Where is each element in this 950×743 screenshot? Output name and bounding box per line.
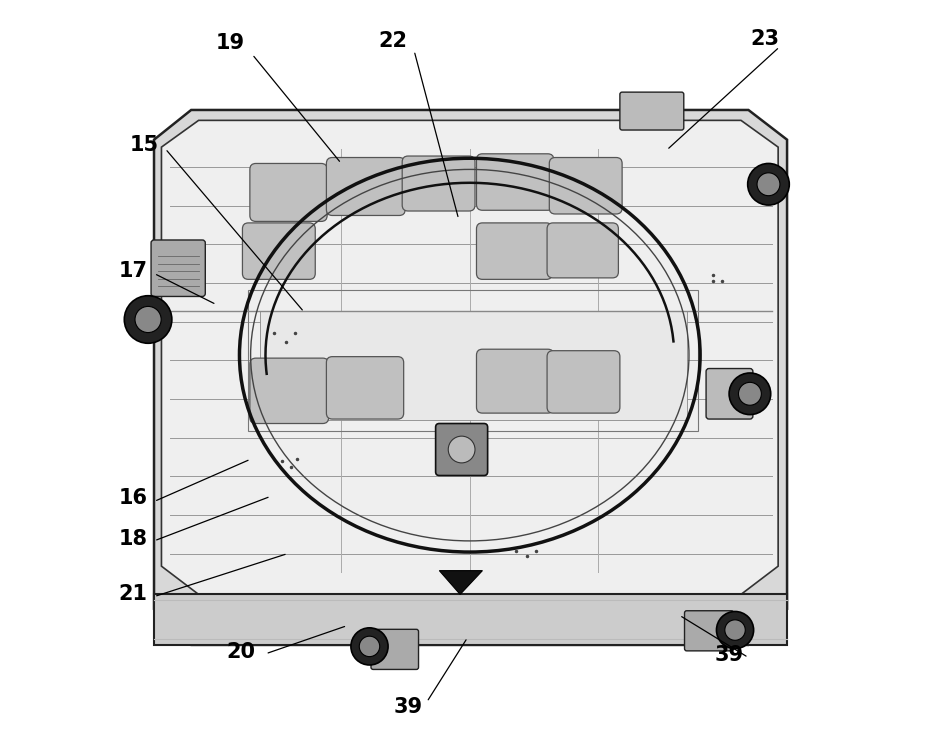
Text: 39: 39 (714, 646, 744, 665)
Circle shape (757, 173, 780, 195)
FancyBboxPatch shape (685, 611, 733, 651)
Circle shape (351, 628, 388, 665)
FancyBboxPatch shape (620, 92, 684, 130)
FancyBboxPatch shape (436, 424, 487, 476)
FancyBboxPatch shape (402, 156, 475, 211)
Polygon shape (439, 571, 483, 594)
FancyBboxPatch shape (151, 240, 205, 296)
FancyBboxPatch shape (477, 349, 554, 413)
FancyBboxPatch shape (549, 158, 622, 214)
Polygon shape (162, 120, 778, 594)
FancyBboxPatch shape (242, 223, 315, 279)
FancyBboxPatch shape (477, 223, 552, 279)
Circle shape (748, 163, 789, 205)
FancyBboxPatch shape (547, 223, 618, 278)
FancyBboxPatch shape (250, 358, 329, 424)
Circle shape (729, 373, 770, 415)
FancyBboxPatch shape (250, 163, 327, 221)
Text: 15: 15 (130, 135, 159, 155)
Circle shape (448, 436, 475, 463)
Text: 23: 23 (750, 29, 779, 48)
Text: 22: 22 (379, 31, 408, 51)
Circle shape (124, 296, 172, 343)
Polygon shape (154, 110, 787, 645)
Circle shape (738, 383, 761, 405)
Text: 19: 19 (216, 33, 244, 53)
Text: 18: 18 (119, 529, 147, 548)
FancyBboxPatch shape (706, 369, 753, 419)
Text: 16: 16 (119, 488, 147, 507)
Circle shape (716, 611, 753, 649)
FancyBboxPatch shape (371, 629, 419, 669)
Polygon shape (154, 594, 787, 645)
FancyBboxPatch shape (547, 351, 620, 413)
FancyBboxPatch shape (327, 158, 405, 215)
Circle shape (725, 620, 745, 640)
Text: 20: 20 (226, 643, 256, 662)
Polygon shape (259, 311, 687, 420)
Text: 21: 21 (119, 585, 147, 604)
Text: 39: 39 (393, 698, 423, 717)
Circle shape (135, 306, 162, 333)
Text: 17: 17 (119, 262, 147, 281)
FancyBboxPatch shape (327, 357, 404, 419)
Circle shape (359, 636, 380, 657)
FancyBboxPatch shape (477, 154, 554, 210)
